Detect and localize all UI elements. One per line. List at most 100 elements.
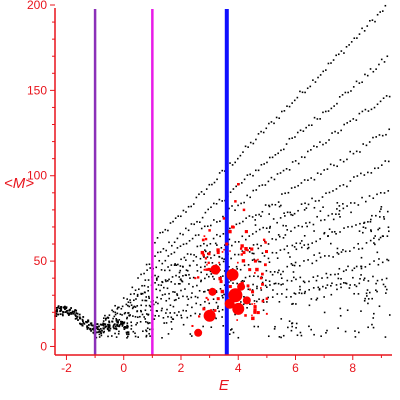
- data-dot: [186, 304, 189, 306]
- data-dot: [267, 335, 270, 338]
- data-dot: [159, 251, 162, 253]
- data-dot: [303, 260, 305, 262]
- data-dot: [153, 318, 156, 320]
- data-dot: [87, 320, 90, 323]
- data-dot: [200, 191, 203, 193]
- data-dot: [229, 279, 232, 282]
- data-dot: [313, 230, 315, 232]
- data-dot: [315, 299, 318, 301]
- data-dot: [126, 316, 129, 319]
- data-dot: [258, 298, 260, 300]
- data-dot: [188, 283, 190, 285]
- data-dot: [266, 161, 268, 164]
- data-dot: [207, 208, 209, 211]
- data-dot: [87, 319, 90, 322]
- data-dot: [330, 62, 332, 64]
- data-dot: [145, 329, 147, 332]
- data-dot: [89, 328, 91, 331]
- data-dot: [381, 278, 383, 281]
- data-dot: [229, 162, 231, 164]
- data-dot: [102, 317, 105, 319]
- data-dot: [98, 336, 101, 338]
- data-dot: [112, 310, 115, 313]
- data-dot: [87, 326, 90, 329]
- highlight-point: [232, 302, 245, 315]
- axes: [54, 8, 392, 356]
- data-dot: [82, 316, 85, 318]
- data-dot: [358, 331, 360, 334]
- data-dot: [276, 257, 279, 259]
- data-dot: [279, 249, 282, 251]
- highlight-point: [202, 307, 206, 311]
- data-dot: [124, 326, 127, 329]
- data-dot: [328, 191, 331, 194]
- data-dot: [241, 279, 244, 282]
- data-dot: [388, 314, 391, 316]
- data-dot: [196, 296, 199, 299]
- data-dot: [353, 267, 356, 270]
- data-dot: [115, 319, 118, 322]
- data-dot: [385, 95, 388, 97]
- data-dot: [102, 331, 105, 334]
- data-dot: [161, 231, 164, 234]
- data-dot: [129, 314, 131, 316]
- data-dot: [173, 241, 176, 244]
- data-dot: [311, 242, 314, 244]
- data-dot: [252, 189, 255, 192]
- data-dot: [183, 256, 186, 259]
- data-dot: [178, 311, 180, 313]
- data-dot: [386, 210, 389, 213]
- ticks: -2 0 2 4 6 8 0 50 100 150 200: [27, 0, 382, 375]
- data-dot: [353, 246, 355, 249]
- data-dot: [209, 242, 212, 245]
- data-dot: [322, 206, 324, 208]
- data-dot: [179, 265, 182, 267]
- data-dot: [384, 160, 387, 162]
- data-dot: [386, 235, 389, 237]
- data-dot: [310, 149, 312, 151]
- data-dot: [324, 287, 327, 289]
- data-dot: [308, 221, 311, 224]
- data-dot: [249, 173, 251, 176]
- data-dot: [349, 150, 351, 153]
- data-dot: [338, 213, 340, 215]
- data-dot: [268, 213, 270, 215]
- data-dot: [164, 269, 166, 272]
- data-dot: [200, 280, 202, 283]
- data-dot: [90, 329, 92, 332]
- data-dot: [185, 242, 188, 245]
- data-dot: [295, 326, 297, 329]
- data-dot: [274, 154, 277, 156]
- data-dot: [216, 178, 218, 181]
- data-dot: [262, 226, 265, 229]
- data-dot: [288, 169, 291, 171]
- data-dot: [367, 280, 370, 282]
- data-dot: [292, 271, 295, 273]
- data-dot: [307, 259, 309, 261]
- data-dot: [343, 123, 345, 126]
- data-dot: [131, 286, 134, 289]
- data-dot: [319, 118, 321, 120]
- data-dot: [168, 297, 171, 300]
- data-dot: [167, 255, 170, 257]
- data-dot: [207, 289, 209, 291]
- data-dot: [185, 310, 187, 312]
- data-dot: [59, 313, 62, 316]
- data-dot: [352, 152, 355, 155]
- data-dot: [282, 169, 285, 172]
- highlight-point: [210, 264, 221, 275]
- data-dot: [108, 329, 111, 332]
- data-dot: [286, 105, 288, 107]
- data-dot: [204, 249, 206, 251]
- data-dot: [161, 281, 164, 284]
- data-dot: [268, 280, 271, 283]
- data-dot: [100, 327, 102, 330]
- data-dot: [264, 204, 267, 206]
- data-dot: [291, 137, 293, 139]
- data-dot: [179, 245, 182, 247]
- data-dot: [335, 188, 338, 190]
- data-dot: [353, 202, 356, 204]
- data-dot: [117, 321, 119, 324]
- data-dot: [79, 322, 81, 325]
- data-dot: [126, 317, 128, 320]
